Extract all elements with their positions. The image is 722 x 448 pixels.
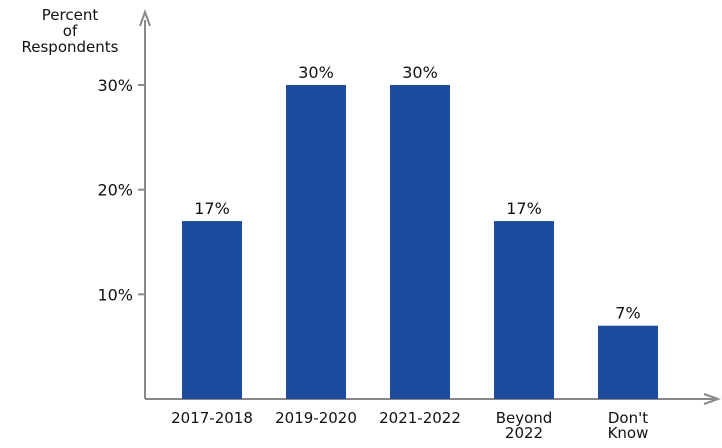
bar-value-label: 30% xyxy=(402,63,438,82)
bar-value-label: 17% xyxy=(194,199,230,218)
y-axis-ticks: 10% 20% 30% xyxy=(97,76,145,304)
bars xyxy=(182,85,658,399)
y-axis-arrow xyxy=(139,9,151,27)
x-tick-label: 2017-2018 xyxy=(171,409,253,427)
x-tick-label: Don't xyxy=(608,409,648,427)
bar xyxy=(494,221,554,399)
bar xyxy=(182,221,242,399)
y-axis-label-line: of xyxy=(63,22,78,40)
bar-value-label: 17% xyxy=(506,199,542,218)
x-tick-label: Know xyxy=(608,424,649,442)
bar-value-label: 30% xyxy=(298,63,334,82)
y-tick-label: 30% xyxy=(97,76,133,95)
value-labels: 17% 30% 30% 17% 7% xyxy=(194,63,640,323)
bar-value-label: 7% xyxy=(615,304,640,323)
y-tick-label: 20% xyxy=(97,181,133,200)
y-tick-label: 10% xyxy=(97,285,133,304)
x-tick-label: 2019-2020 xyxy=(275,409,357,427)
x-tick-label: 2021-2022 xyxy=(379,409,461,427)
x-axis-arrow xyxy=(703,393,721,405)
x-tick-label: 2022 xyxy=(505,424,543,442)
y-axis-label-line: Percent xyxy=(42,6,99,24)
bar xyxy=(286,85,346,399)
x-tick-label: Beyond xyxy=(496,409,553,427)
y-axis-label-line: Respondents xyxy=(22,38,119,56)
bar xyxy=(390,85,450,399)
bar xyxy=(598,325,658,399)
